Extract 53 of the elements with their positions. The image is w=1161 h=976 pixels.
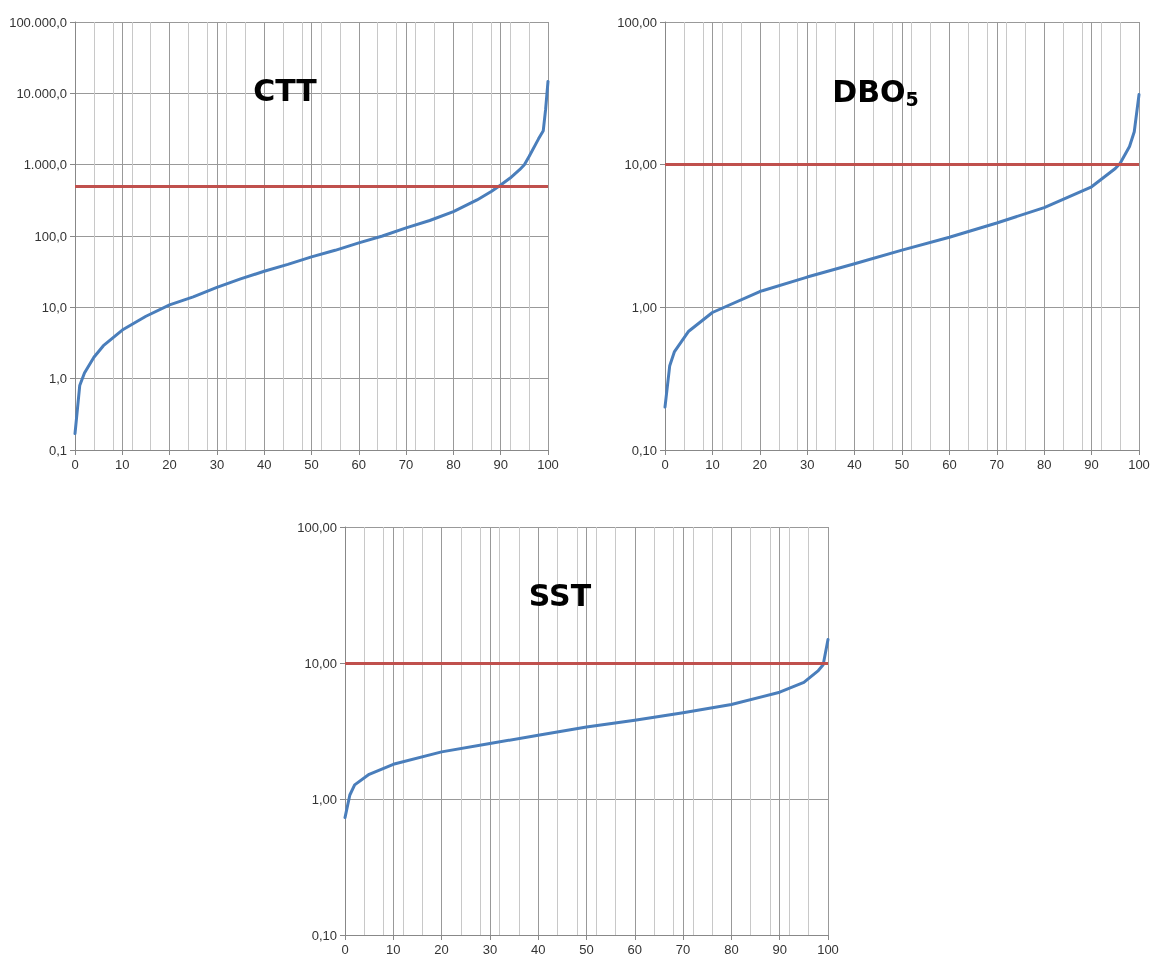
x-tick-label: 70	[398, 457, 414, 472]
x-tick-label: 20	[752, 457, 768, 472]
x-tick-label: 60	[351, 457, 367, 472]
x-tick-label: 70	[675, 942, 691, 957]
x-tick-label: 50	[579, 942, 594, 957]
x-tick-label: 100	[1128, 457, 1150, 472]
y-tick-label: 100,00	[617, 14, 657, 30]
line-series	[343, 637, 830, 820]
y-tick-label: 10,00	[624, 157, 657, 173]
x-tick-label: 80	[446, 457, 461, 472]
line-series	[73, 79, 550, 436]
x-tick-label: 60	[942, 457, 957, 472]
x-tick-label: 100	[537, 457, 559, 472]
x-tick-label: 40	[847, 457, 862, 472]
x-tick-label: 80	[724, 942, 739, 957]
x-tick-label: 60	[627, 942, 643, 957]
y-tick-label: 10,0	[41, 299, 67, 315]
x-tick-label: 40	[530, 942, 546, 957]
y-tick-label: 100,0	[34, 228, 67, 244]
x-tick-label: 80	[1036, 457, 1052, 472]
text: CTT	[253, 72, 318, 108]
y-tick-label: 100.000,0	[9, 14, 67, 30]
x-tick-label: 0	[71, 457, 79, 472]
x-tick-label: 100	[817, 942, 839, 957]
text: SST	[528, 577, 592, 613]
x-tick-label: 0	[341, 942, 349, 957]
x-tick-label: 0	[661, 457, 669, 472]
x-tick-label: 30	[799, 457, 815, 472]
x-tick-label: 70	[989, 457, 1005, 472]
y-tick-label: 10,00	[304, 655, 337, 671]
y-tick-label: 0,10	[631, 442, 657, 458]
x-tick-label: 90	[493, 457, 508, 472]
y-tick-label: 1,0	[48, 371, 67, 387]
x-tick-label: 90	[772, 942, 787, 957]
x-tick-label: 90	[1084, 457, 1099, 472]
x-tick-label: 10	[386, 942, 401, 957]
x-tick-label: 10	[705, 457, 720, 472]
x-tick-label: 40	[256, 457, 272, 472]
x-tick-label: 50	[304, 457, 319, 472]
x-tick-label: 50	[894, 457, 910, 472]
y-tick-label: 100,00	[297, 519, 337, 535]
y-tick-label: 1,00	[311, 791, 337, 807]
x-tick-label: 10	[115, 457, 130, 472]
y-tick-label: 10.000,0	[16, 85, 67, 101]
x-tick-label: 30	[209, 457, 225, 472]
x-tick-label: 30	[482, 942, 498, 957]
text: DBO5	[832, 74, 919, 110]
y-tick-label: 0,1	[48, 442, 67, 458]
y-tick-label: 1,00	[631, 299, 657, 315]
y-tick-label: 0,10	[311, 927, 337, 943]
y-tick-label: 1.000,0	[23, 157, 67, 173]
x-tick-label: 20	[434, 942, 449, 957]
x-tick-label: 20	[162, 457, 177, 472]
